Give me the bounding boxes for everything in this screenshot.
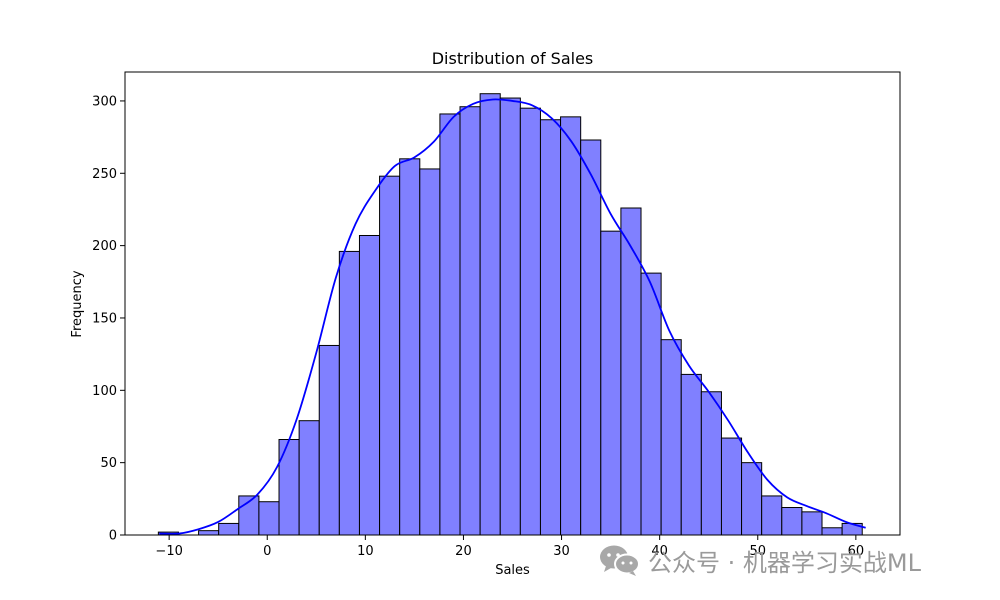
- x-tick-label: 0: [263, 544, 271, 559]
- histogram-bar: [519, 107, 541, 536]
- axes: −10 0 10 20 30 40 50 60 0 50 100 150 200 250 300: [92, 71, 901, 559]
- histogram-bar: [761, 495, 783, 536]
- histogram-bar: [218, 522, 240, 536]
- histogram-bar: [459, 106, 481, 536]
- histogram-bar: [580, 139, 602, 536]
- y-tick-label: 250: [92, 167, 117, 182]
- histogram-bar: [358, 234, 381, 536]
- wechat-icon: [600, 545, 640, 576]
- y-tick-label: 100: [92, 384, 117, 399]
- x-tick-label: −10: [155, 544, 182, 559]
- histogram-bar: [439, 113, 461, 536]
- histogram-bar: [620, 207, 642, 536]
- y-tick-label: 300: [92, 94, 117, 109]
- y-tick-label: 50: [100, 456, 117, 471]
- histogram-bar: [821, 527, 843, 536]
- histogram-bar: [700, 391, 722, 536]
- plot-frame: [124, 71, 901, 536]
- histogram-bars: [157, 93, 863, 536]
- histogram-bar: [499, 97, 521, 536]
- histogram-bar: [318, 344, 340, 536]
- x-tick-label: 60: [848, 544, 865, 559]
- kde-curve: [159, 98, 866, 535]
- chart-title: Distribution of Sales: [432, 49, 594, 68]
- histogram-bar: [258, 501, 280, 536]
- watermark-text: 公众号 · 机器学习实战ML: [648, 548, 921, 577]
- histogram-bar: [278, 439, 300, 536]
- histogram-bar: [198, 530, 220, 536]
- x-tick-label: 50: [749, 544, 766, 559]
- watermark: 公众号 · 机器学习实战ML: [598, 540, 921, 580]
- histogram-bar: [298, 420, 320, 536]
- y-axis-label: Frequency: [70, 270, 85, 337]
- histogram-bar: [338, 250, 360, 536]
- x-tick-label: 10: [357, 544, 374, 559]
- histogram-bar: [379, 175, 401, 536]
- x-tick-label: 40: [651, 544, 668, 559]
- y-tick-label: 0: [109, 529, 117, 544]
- histogram-bar: [419, 168, 441, 536]
- histogram-bar: [560, 116, 582, 536]
- histogram-bar: [741, 462, 763, 536]
- histogram-bar: [720, 437, 743, 536]
- histogram-bar: [600, 230, 622, 536]
- histogram-bar: [640, 272, 662, 536]
- histogram-bar: [660, 339, 682, 536]
- histogram-bar: [781, 507, 803, 536]
- x-axis-label: Sales: [495, 563, 530, 578]
- histogram-bar: [399, 158, 421, 536]
- histogram-bar: [801, 511, 823, 536]
- histogram-bar: [680, 373, 702, 536]
- x-tick-label: 20: [455, 544, 472, 559]
- y-tick-label: 150: [92, 311, 117, 326]
- x-tick-label: 30: [553, 544, 570, 559]
- histogram-bar: [539, 119, 562, 536]
- histogram-bar: [479, 93, 501, 536]
- y-tick-label: 200: [92, 239, 117, 254]
